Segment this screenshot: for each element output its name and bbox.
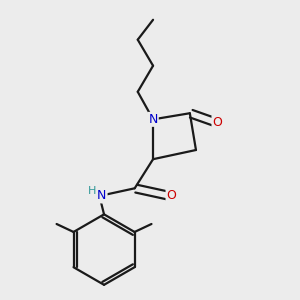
Text: N: N	[148, 113, 158, 126]
Text: O: O	[212, 116, 222, 129]
Text: H: H	[88, 186, 96, 197]
Text: N: N	[97, 190, 106, 202]
Text: O: O	[167, 190, 176, 202]
